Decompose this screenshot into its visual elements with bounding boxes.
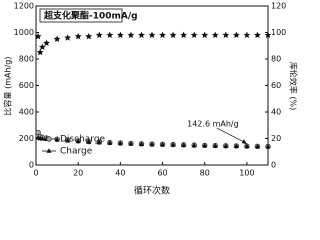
point	[244, 143, 250, 149]
y2-tick-label: 120	[271, 2, 286, 11]
y2-tick-label: 60	[271, 81, 281, 90]
point	[64, 34, 72, 41]
point	[43, 39, 50, 47]
point	[202, 142, 208, 148]
y-tick-label: 1200	[14, 2, 34, 11]
point	[34, 32, 42, 40]
point	[106, 31, 114, 39]
point	[85, 32, 93, 40]
point	[169, 31, 177, 39]
point	[180, 31, 188, 39]
point	[191, 142, 197, 148]
point	[117, 140, 123, 146]
point	[149, 141, 155, 147]
point	[181, 142, 187, 148]
x-tick-label: 20	[73, 169, 83, 178]
point	[159, 31, 166, 39]
legend-marker	[46, 148, 52, 153]
x-tick-label: 100	[239, 169, 254, 178]
point	[65, 137, 71, 143]
chart: 超支化聚酯-100mA/g 循环次数 比容量 (mAh/g) 库伦效率 (%) …	[3, 2, 299, 197]
point	[138, 141, 145, 146]
y-tick-label: 800	[19, 55, 34, 64]
y2-axis-label: 库伦效率 (%)	[289, 62, 299, 110]
legend-marker	[46, 136, 52, 142]
legend-label: Discharge	[60, 135, 106, 145]
y2-tick-label: 40	[271, 108, 281, 117]
point	[159, 141, 166, 147]
point	[127, 31, 135, 39]
x-tick-label: 60	[157, 169, 167, 178]
y-tick-label: 400	[19, 108, 34, 117]
x-tick-label: 80	[200, 169, 210, 178]
point	[265, 143, 271, 149]
y-tick-label: 200	[19, 134, 34, 143]
point	[116, 31, 124, 39]
point	[96, 139, 102, 145]
point	[54, 137, 60, 142]
x-tick-label: 0	[33, 169, 38, 178]
point	[170, 142, 176, 147]
y2-tick-label: 0	[271, 161, 276, 170]
point	[243, 31, 251, 39]
point	[128, 141, 134, 146]
title-box	[39, 8, 123, 23]
y2-tick-label: 80	[271, 55, 281, 64]
point	[201, 31, 209, 39]
x-tick-label: 40	[115, 169, 125, 178]
point	[138, 31, 145, 39]
point	[86, 139, 92, 144]
point	[148, 31, 156, 39]
point	[223, 143, 229, 148]
point	[190, 31, 198, 39]
point	[233, 143, 239, 148]
annotation: 142.6 mAh/g	[187, 120, 239, 129]
annotation-arrowhead	[241, 139, 247, 145]
point	[36, 48, 44, 56]
point	[38, 43, 46, 50]
point	[254, 143, 261, 149]
point	[107, 140, 113, 145]
annotation-arrow	[216, 127, 247, 144]
point	[211, 31, 219, 39]
point	[222, 31, 230, 39]
y-tick-label: 1000	[14, 28, 34, 37]
point	[264, 31, 272, 39]
legend-label: Charge	[60, 147, 93, 157]
point	[232, 31, 240, 39]
y-tick-label: 0	[29, 161, 34, 170]
chart-title: 超支化聚酯-100mA/g	[43, 10, 138, 22]
y-tick-label: 600	[19, 81, 34, 90]
x-axis-label: 循环次数	[134, 185, 170, 197]
point	[53, 35, 61, 43]
point	[39, 135, 45, 141]
y2-tick-label: 20	[271, 134, 281, 143]
point	[95, 31, 103, 39]
point	[75, 138, 81, 144]
y2-tick-label: 100	[271, 28, 286, 37]
y-axis-label: 比容量 (mAh/g)	[3, 57, 13, 116]
point	[74, 32, 82, 40]
point	[254, 31, 261, 39]
point	[212, 143, 218, 148]
